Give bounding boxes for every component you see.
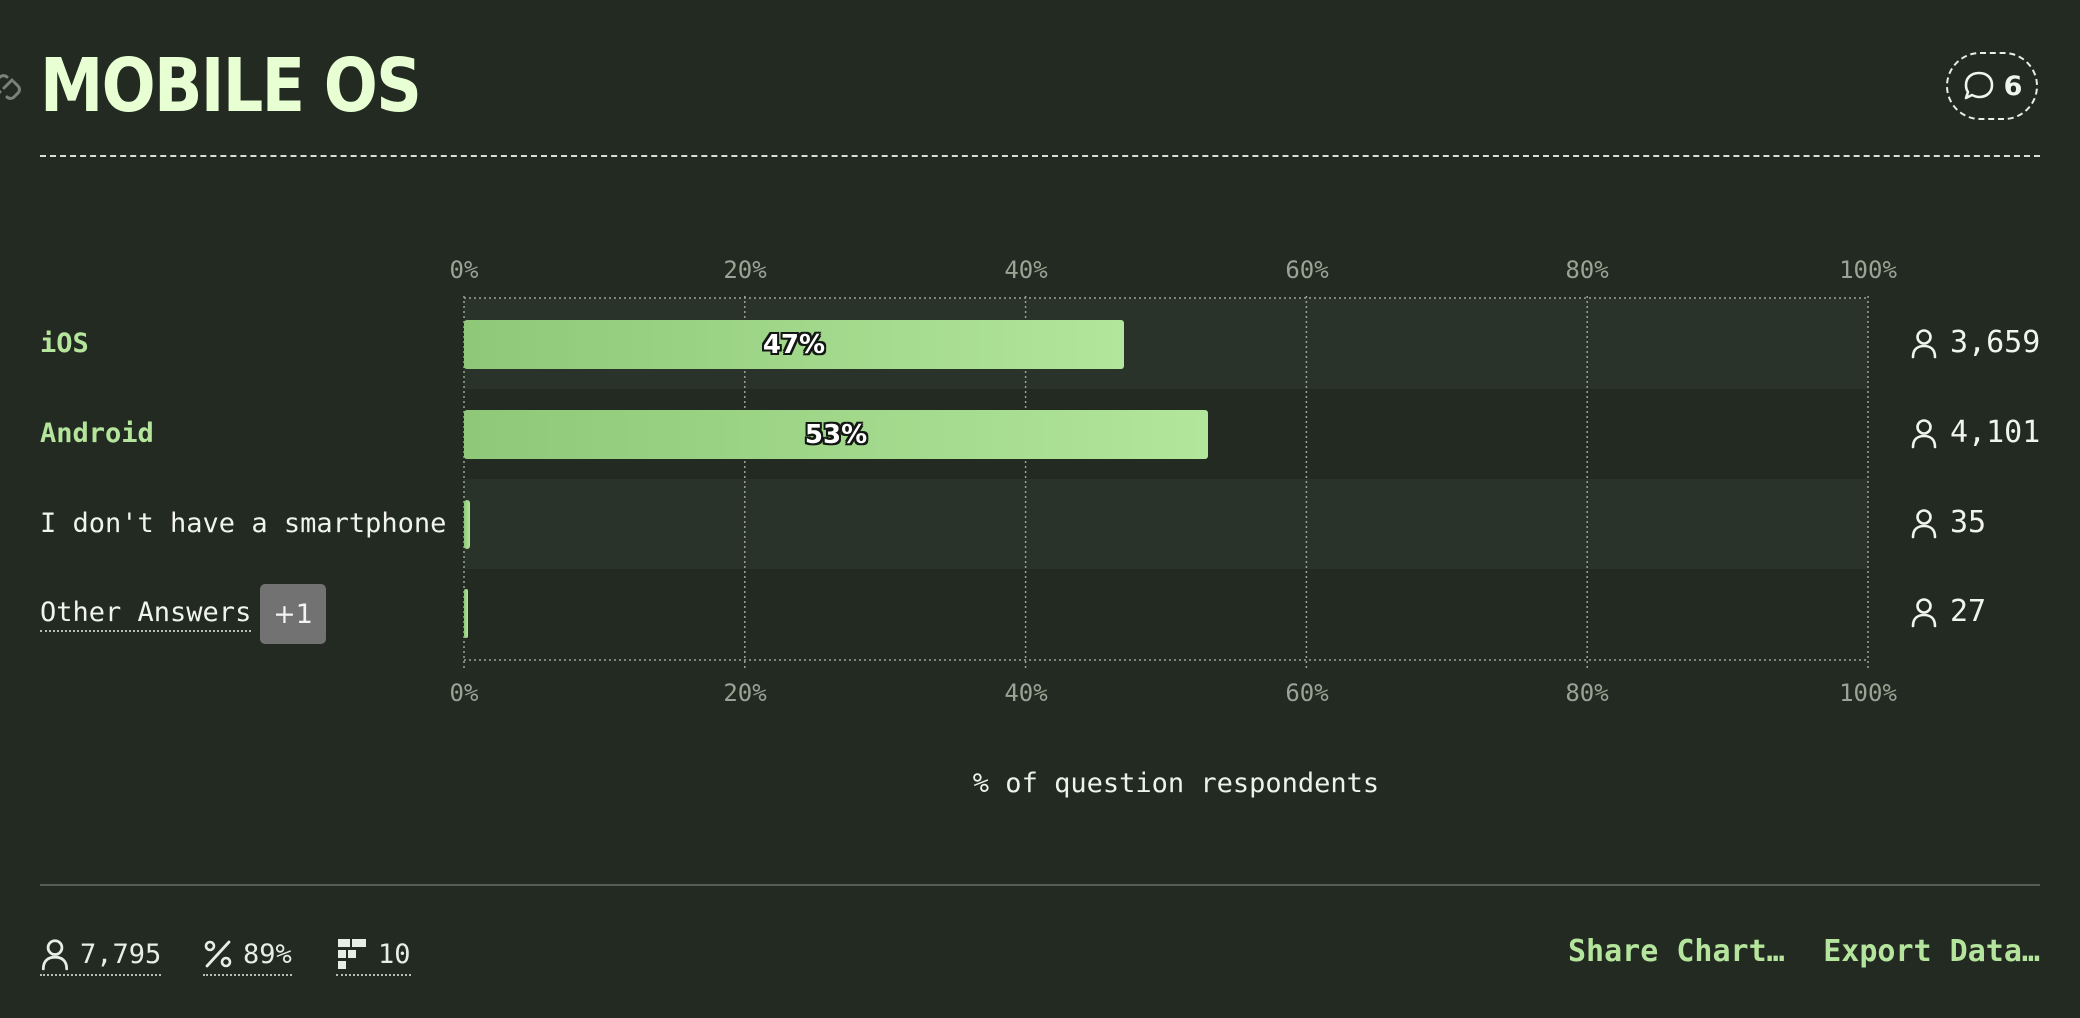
x-tick-top-0: 0% [449,256,479,284]
bar-value-label-android: 53% [804,420,868,450]
total-respondents-stat[interactable]: 7,795 [40,934,162,976]
respondent-count-other: 27 [1910,594,1986,629]
link-icon[interactable] [0,72,22,102]
x-tick-top-100: 100% [1839,256,1897,284]
footer-divider [40,884,2040,886]
x-tick-top-80: 80% [1565,256,1609,284]
respondent-count-value: 35 [1950,505,1987,540]
respondent-count-value: 4,101 [1950,415,2041,450]
person-icon [1911,328,1937,358]
bar-ios [464,320,1124,369]
x-tick-top-40: 40% [1004,256,1048,284]
x-tick-bottom-60: 60% [1285,679,1329,707]
x-tick-top-20: 20% [723,256,767,284]
category-label-ios: iOS [40,328,89,359]
options-count-stat[interactable]: 10 [336,934,411,976]
x-tick-top-60: 60% [1285,256,1329,284]
bar-value-label-ios: 47% [762,330,826,360]
bar-no-smartphone [464,500,470,549]
row-band [464,479,1868,569]
x-tick-bottom-80: 80% [1565,679,1609,707]
percent-answered-stat[interactable]: 89% [203,934,292,976]
x-tick-bottom-100: 100% [1839,679,1897,707]
total-respondents-value: 7,795 [80,938,162,970]
other-answers-link[interactable]: Other Answers [40,597,252,632]
person-icon [41,939,69,971]
category-label-android: Android [40,418,154,449]
export-data-button[interactable]: Export Data… [1823,934,2040,969]
bar-android [464,410,1209,459]
respondent-count-no-smartphone: 35 [1910,505,1986,540]
category-label-other[interactable]: Other Answers [40,597,252,632]
x-tick-bottom-20: 20% [723,679,767,707]
category-label-no-smartphone: I don't have a smartphone [40,508,447,539]
options-count-value: 10 [378,938,411,970]
person-icon [1911,418,1937,448]
respondent-count-value: 27 [1950,594,1987,629]
title-divider [40,155,2040,157]
comments-count: 6 [2003,70,2023,102]
page-title: MOBILE OS [40,43,422,129]
percent-icon [204,940,232,968]
options-icon [338,939,366,969]
other-answers-badge[interactable]: +1 [260,584,326,644]
respondent-count-ios: 3,659 [1910,325,2040,360]
x-tick-bottom-0: 0% [449,679,479,707]
share-chart-button[interactable]: Share Chart… [1568,934,1785,969]
bar-other [464,589,469,638]
respondent-count-android: 4,101 [1910,415,2040,450]
person-icon [1911,508,1937,538]
person-icon [1911,597,1937,627]
comments-button[interactable]: 6 [1946,52,2038,120]
comment-icon [1964,71,1993,100]
x-tick-bottom-40: 40% [1004,679,1048,707]
respondent-count-value: 3,659 [1950,325,2041,360]
percent-answered-value: 89% [243,938,292,970]
x-axis-title: % of question respondents [972,768,1380,799]
